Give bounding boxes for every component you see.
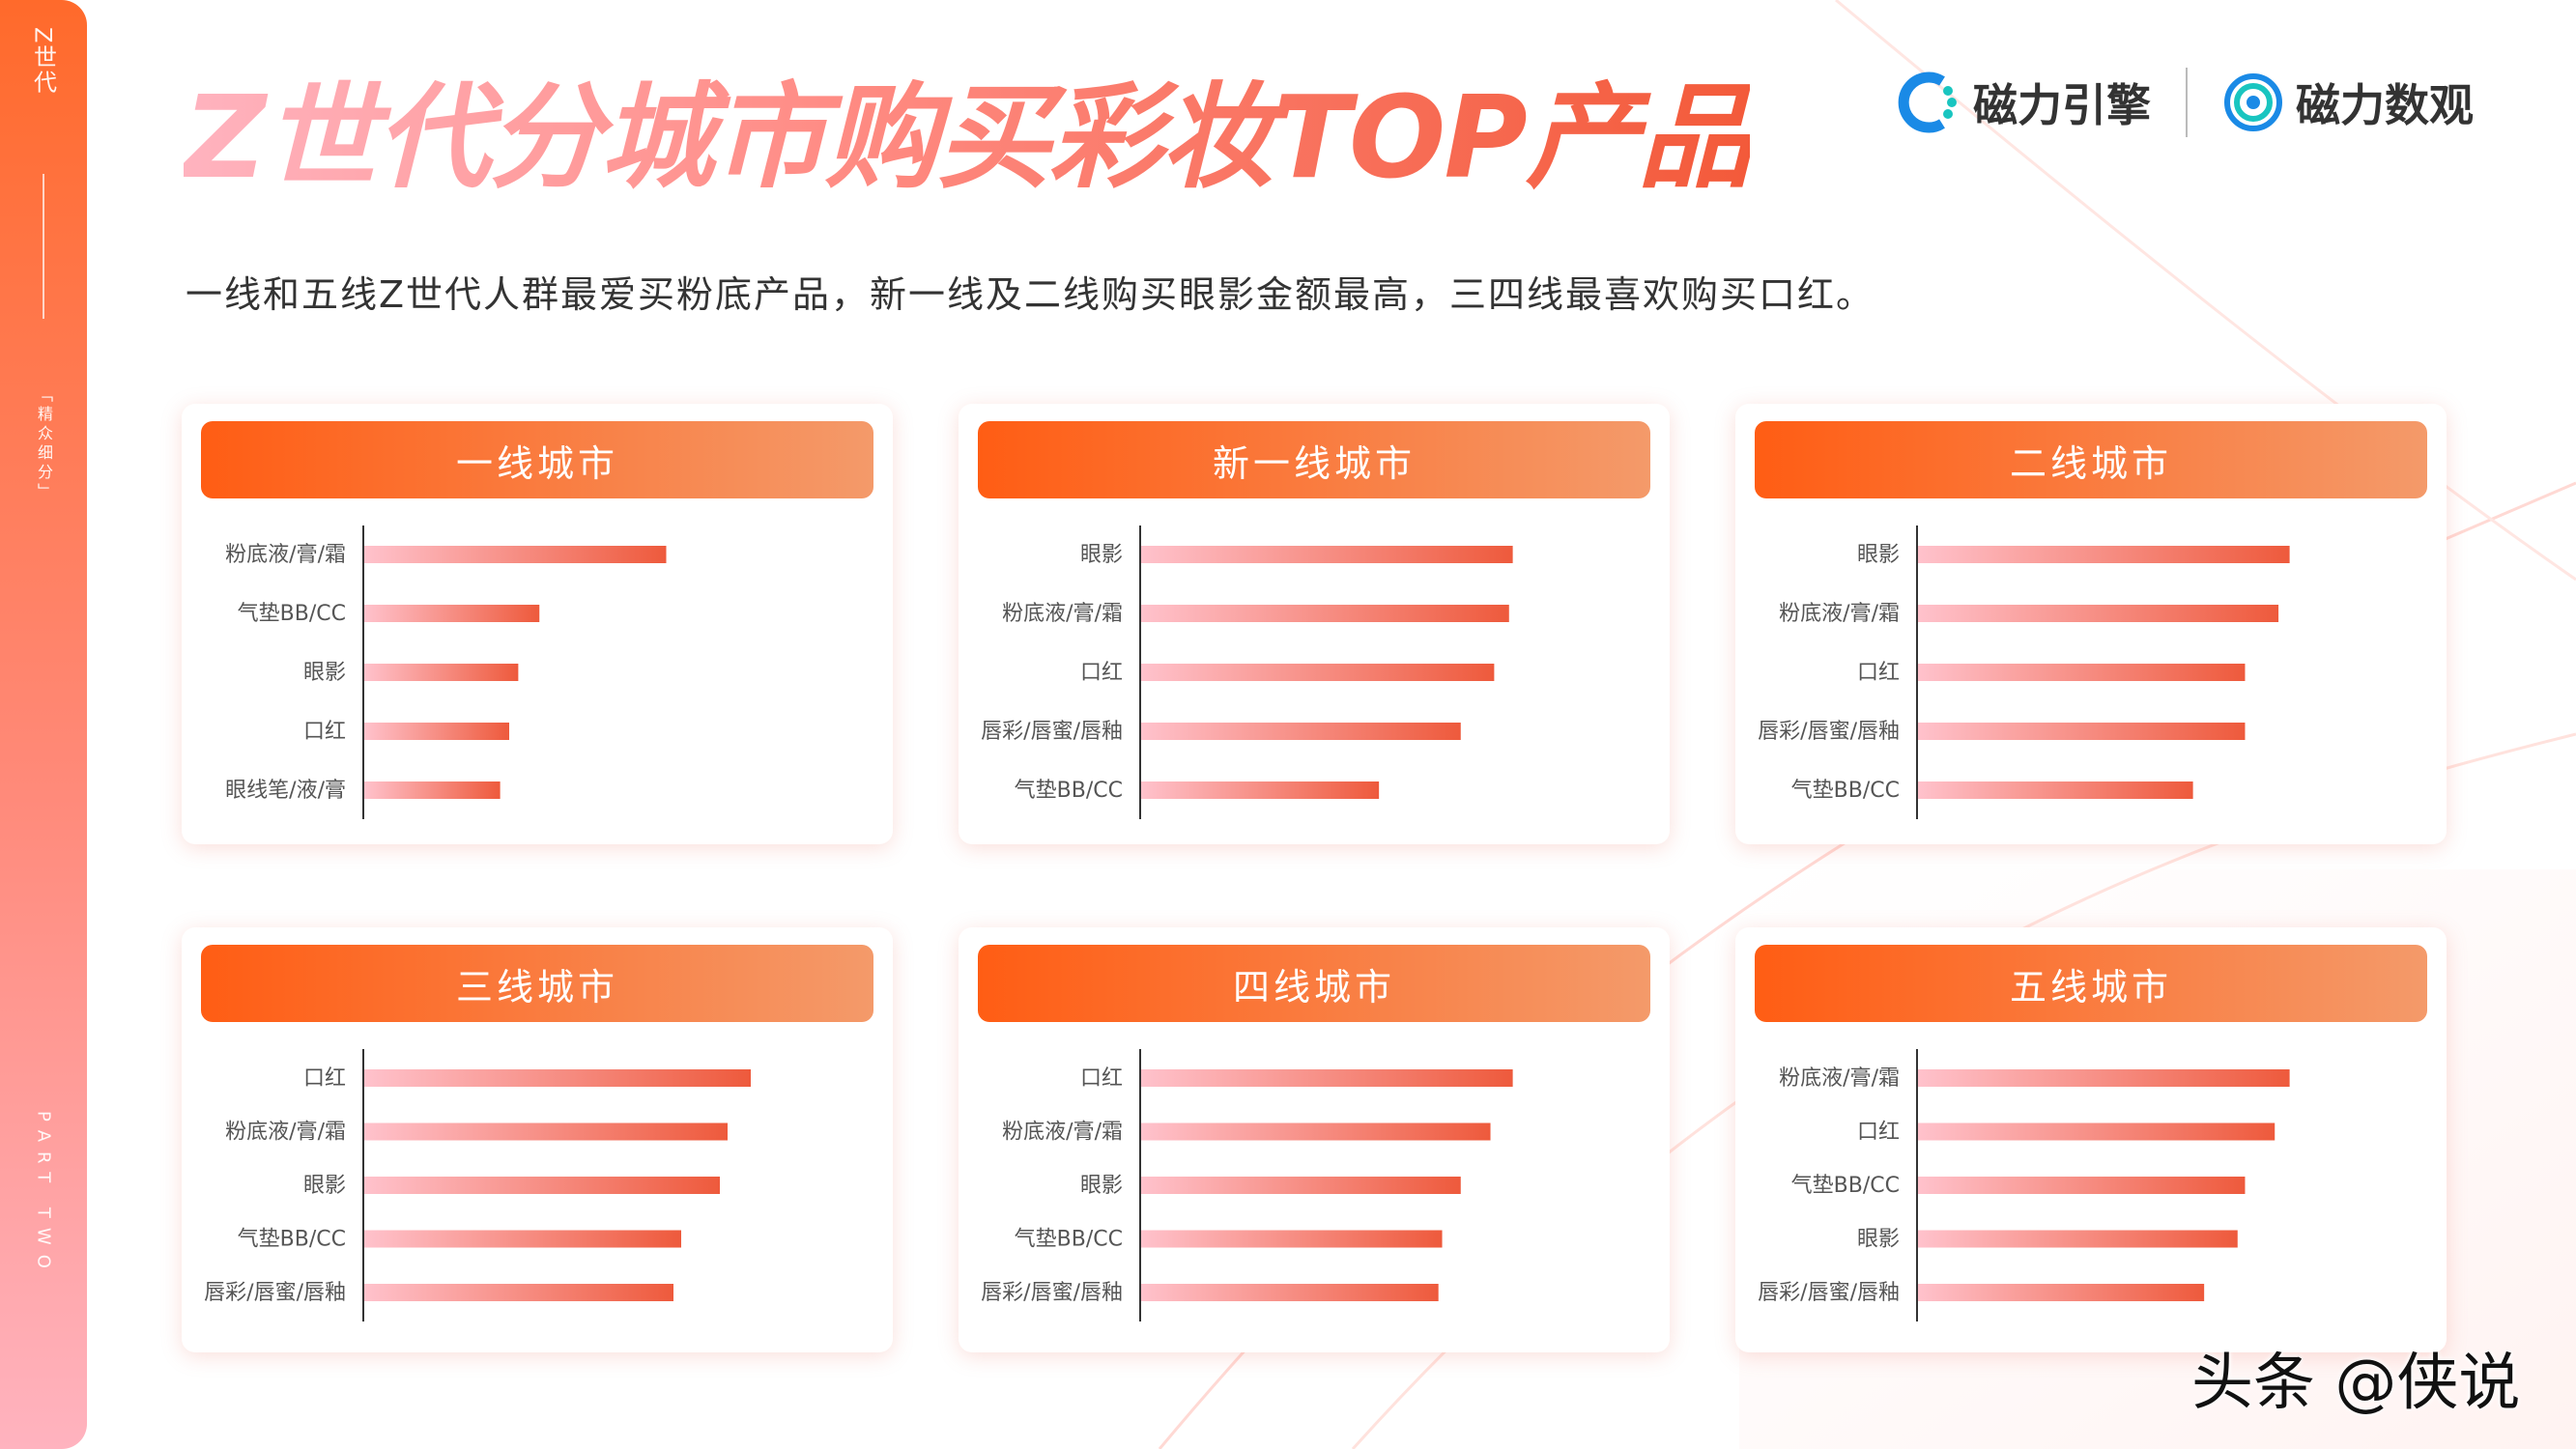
bar	[364, 1284, 673, 1301]
category-label: 眼影	[1857, 1228, 1900, 1252]
category-label: 口红	[303, 1066, 346, 1091]
logo-right-text: 磁力数观	[2296, 79, 2474, 131]
panel-title: 四线城市	[978, 945, 1650, 1022]
category-label: 眼影	[1080, 1174, 1123, 1198]
chart-panel-tier1: 一线城市 粉底液/膏/霜气垫BB/CC 眼影口红眼线笔/液/膏	[182, 404, 893, 844]
sidebar-divider	[43, 174, 44, 319]
bar	[1918, 1284, 2205, 1301]
category-label: 粉底液/膏/霜	[1779, 602, 1900, 626]
bar	[1918, 781, 2193, 799]
chart-panel-new-tier1: 新一线城市 眼影粉底液/膏/霜口红唇彩/唇蜜/唇釉气垫BB/CC	[959, 404, 1670, 844]
bar	[1918, 605, 2279, 622]
bar	[364, 1177, 720, 1194]
bar	[1141, 1177, 1461, 1194]
bar	[364, 1230, 681, 1248]
bar	[1141, 1122, 1491, 1141]
bar	[1918, 1069, 2290, 1087]
bar	[364, 723, 509, 740]
category-label: 口红	[1080, 661, 1123, 685]
bar	[1141, 1069, 1513, 1087]
category-label: 唇彩/唇蜜/唇釉	[204, 1281, 346, 1305]
category-label: 气垫BB/CC	[1791, 779, 1900, 803]
category-label: 眼影	[1857, 543, 1900, 567]
cili-engine-logo-icon	[1898, 71, 1957, 133]
bar	[364, 1122, 728, 1141]
page-subtitle: 一线和五线Z世代人群最爱买粉底产品，新一线及二线购买眼影金额最高，三四线最喜欢购…	[186, 273, 1875, 316]
category-label: 气垫BB/CC	[238, 1228, 346, 1252]
panel-title: 五线城市	[1755, 945, 2427, 1022]
bar	[1918, 546, 2290, 563]
panel-title: 一线城市	[201, 421, 873, 498]
bar	[1918, 664, 2246, 681]
category-label: 粉底液/膏/霜	[1779, 1066, 1900, 1091]
category-label: 口红	[1080, 1066, 1123, 1091]
logo-cili-engine: 磁力引擎	[1892, 68, 2151, 137]
bar	[364, 1069, 751, 1087]
bar	[1141, 664, 1495, 681]
bar	[1918, 723, 2246, 740]
category-label: 眼影	[1080, 543, 1123, 567]
category-label: 口红	[1857, 1121, 1900, 1145]
category-label: 粉底液/膏/霜	[225, 543, 346, 567]
bar	[1141, 723, 1461, 740]
cili-shuguan-logo-icon	[2224, 73, 2282, 131]
category-label: 眼影	[303, 1174, 346, 1198]
category-label: 眼线笔/液/膏	[225, 779, 346, 803]
category-label: 唇彩/唇蜜/唇釉	[1758, 1281, 1900, 1305]
watermark: 头条 @侠说	[2191, 1348, 2521, 1419]
panel-title: 二线城市	[1755, 421, 2427, 498]
category-label: 口红	[303, 720, 346, 744]
bar	[364, 664, 519, 681]
bar	[364, 781, 501, 799]
chart-panel-tier5: 五线城市 粉底液/膏/霜口红气垫BB/CC 眼影唇彩/唇蜜/唇釉	[1735, 927, 2447, 1352]
category-label: 唇彩/唇蜜/唇釉	[1758, 720, 1900, 744]
panel-title: 新一线城市	[978, 421, 1650, 498]
category-label: 气垫BB/CC	[1015, 779, 1123, 803]
logo-divider	[2186, 68, 2188, 137]
chart-panel-tier2: 二线城市 眼影粉底液/膏/霜口红唇彩/唇蜜/唇釉气垫BB/CC	[1735, 404, 2447, 844]
bar	[1918, 1230, 2238, 1248]
panel-title: 三线城市	[201, 945, 873, 1022]
chart-panel-tier3: 三线城市 口红粉底液/膏/霜眼影气垫BB/CC 唇彩/唇蜜/唇釉	[182, 927, 893, 1352]
page-title: Z世代分城市购买彩妆TOP产品	[184, 71, 1752, 204]
category-label: 粉底液/膏/霜	[1002, 1121, 1123, 1145]
bar	[1141, 1284, 1439, 1301]
bar	[1918, 1177, 2246, 1194]
bar	[1141, 1230, 1443, 1248]
bar	[1141, 605, 1509, 622]
sidebar-part-label: PART TWO	[33, 1111, 54, 1278]
chart-panel-tier4: 四线城市 口红粉底液/膏/霜眼影气垫BB/CC 唇彩/唇蜜/唇釉	[959, 927, 1670, 1352]
category-label: 粉底液/膏/霜	[225, 1121, 346, 1145]
side-bar: Z世代 「精众细分」 PART TWO	[0, 0, 87, 1449]
logo-cili-shuguan: 磁力数观	[2222, 71, 2474, 134]
sidebar-top-label: Z世代	[29, 27, 57, 96]
bar	[1141, 781, 1380, 799]
logo-left-text: 磁力引擎	[1973, 79, 2151, 131]
category-label: 唇彩/唇蜜/唇釉	[981, 720, 1123, 744]
bar	[1918, 1122, 2275, 1141]
category-label: 气垫BB/CC	[1791, 1174, 1900, 1198]
category-label: 口红	[1857, 661, 1900, 685]
bar	[1141, 546, 1513, 563]
logo-group: 磁力引擎 磁力数观	[1892, 68, 2474, 137]
bar	[364, 546, 667, 563]
category-label: 气垫BB/CC	[1015, 1228, 1123, 1252]
category-label: 气垫BB/CC	[238, 602, 346, 626]
category-label: 眼影	[303, 661, 346, 685]
category-label: 唇彩/唇蜜/唇釉	[981, 1281, 1123, 1305]
sidebar-section-label: 「精众细分」	[35, 386, 53, 502]
category-label: 粉底液/膏/霜	[1002, 602, 1123, 626]
bar	[364, 605, 540, 622]
